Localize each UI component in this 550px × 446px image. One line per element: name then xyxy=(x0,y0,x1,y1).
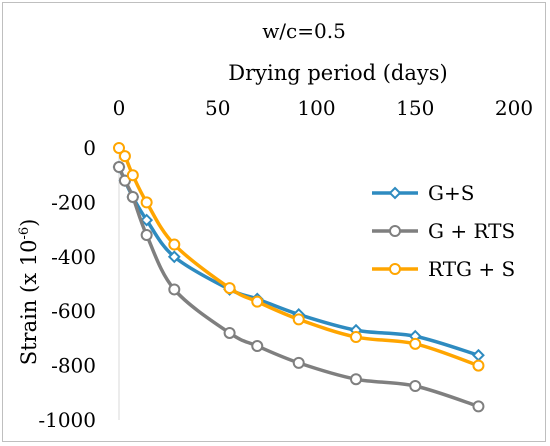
x-tick-label: 50 xyxy=(205,96,230,120)
data-point xyxy=(472,359,485,372)
data-point xyxy=(292,356,305,369)
y-tick-label: -1000 xyxy=(38,408,96,432)
data-point xyxy=(409,380,422,392)
legend-marker xyxy=(389,263,401,275)
y-axis-title-main: Strain (x 10 xyxy=(17,240,41,366)
series-1 xyxy=(113,161,485,413)
y-axis-title: Strain (x 10-6) xyxy=(17,219,41,366)
data-point xyxy=(140,229,153,242)
data-point xyxy=(409,337,422,350)
x-tick-label: 200 xyxy=(495,96,533,120)
x-axis-title: Drying period (days) xyxy=(228,61,447,85)
y-tick-label: -600 xyxy=(51,299,96,323)
series-layer xyxy=(112,142,485,413)
data-point xyxy=(118,150,131,163)
y-tick-label: -800 xyxy=(51,354,96,378)
x-tick-label: 150 xyxy=(396,96,434,120)
legend: G+S G + RTS RTG + S xyxy=(356,172,528,298)
legend-label: G + RTS xyxy=(428,219,515,243)
legend-label: G+S xyxy=(428,181,474,205)
legend-item: G+S xyxy=(372,181,474,205)
data-point xyxy=(118,174,131,187)
y-tick-labels: 0 -200 -400 -600 -800 -1000 xyxy=(38,136,96,432)
y-axis-title-superscript: -6 xyxy=(17,227,32,240)
data-point xyxy=(472,348,485,362)
data-point xyxy=(350,331,362,344)
data-point xyxy=(472,400,485,413)
data-point xyxy=(223,282,236,295)
x-tick-labels: 0 50 100 150 200 xyxy=(113,96,533,120)
data-point xyxy=(140,213,154,227)
legend-item: G + RTS xyxy=(372,219,515,243)
data-point xyxy=(251,340,264,353)
data-point xyxy=(168,238,181,251)
data-point xyxy=(113,142,125,154)
data-point xyxy=(251,295,264,308)
legend-item: RTG + S xyxy=(372,257,515,281)
data-point xyxy=(140,196,153,209)
data-point xyxy=(350,373,362,386)
data-point xyxy=(126,169,139,182)
y-axis-title-close: ) xyxy=(17,219,41,227)
legend-marker xyxy=(389,225,401,237)
data-point xyxy=(167,250,181,264)
legend-marker xyxy=(388,186,402,200)
chart-title: w/c=0.5 xyxy=(262,19,346,43)
data-point xyxy=(168,283,181,296)
y-tick-label: -200 xyxy=(51,190,96,214)
x-tick-label: 0 xyxy=(113,96,126,120)
data-point xyxy=(292,313,305,326)
data-point xyxy=(126,190,139,203)
data-point xyxy=(223,326,236,339)
x-tick-label: 100 xyxy=(297,96,335,120)
y-tick-label: -400 xyxy=(51,245,96,269)
series-2 xyxy=(113,142,485,372)
legend-label: RTG + S xyxy=(428,257,515,281)
data-point xyxy=(113,161,125,174)
y-tick-label: 0 xyxy=(83,136,96,160)
